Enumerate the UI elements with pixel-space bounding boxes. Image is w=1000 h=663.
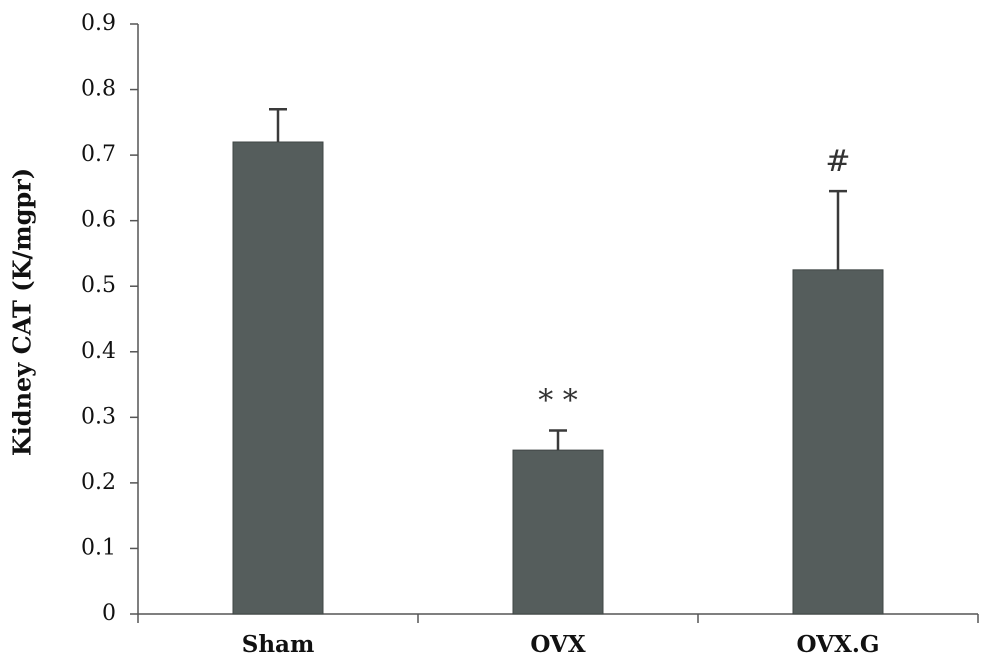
y-tick-label: 0.8	[81, 77, 116, 102]
x-tick-label: OVX.G	[797, 631, 880, 658]
y-tick-label: 0	[102, 601, 116, 626]
y-tick-label: 0.5	[81, 273, 116, 298]
y-tick-label: 0.1	[81, 535, 116, 560]
x-tick-label: OVX	[530, 631, 585, 658]
error-bars	[269, 107, 847, 451]
bar	[792, 269, 884, 615]
significance-marker: * *	[538, 383, 578, 418]
significance-marker: #	[825, 144, 850, 179]
bar	[232, 141, 324, 615]
y-tick-label: 0.2	[81, 470, 116, 495]
x-tick-label: Sham	[242, 631, 315, 658]
y-tick-label: 0.6	[81, 208, 116, 233]
annotations: * * #	[538, 144, 850, 418]
y-tick-label: 0.7	[81, 142, 116, 167]
x-labels: Sham OVX OVX.G	[242, 631, 880, 658]
bar	[512, 449, 604, 615]
y-tick-label: 0.3	[81, 404, 116, 429]
bars	[232, 141, 884, 615]
y-ticks: 0 0.1 0.2 0.3 0.4 0.5 0.6 0.7 0.8 0.9	[81, 11, 138, 626]
y-axis-title: Kidney CAT (K/mgpr)	[8, 168, 37, 456]
y-tick-label: 0.4	[81, 339, 116, 364]
y-tick-label: 0.9	[81, 11, 116, 36]
